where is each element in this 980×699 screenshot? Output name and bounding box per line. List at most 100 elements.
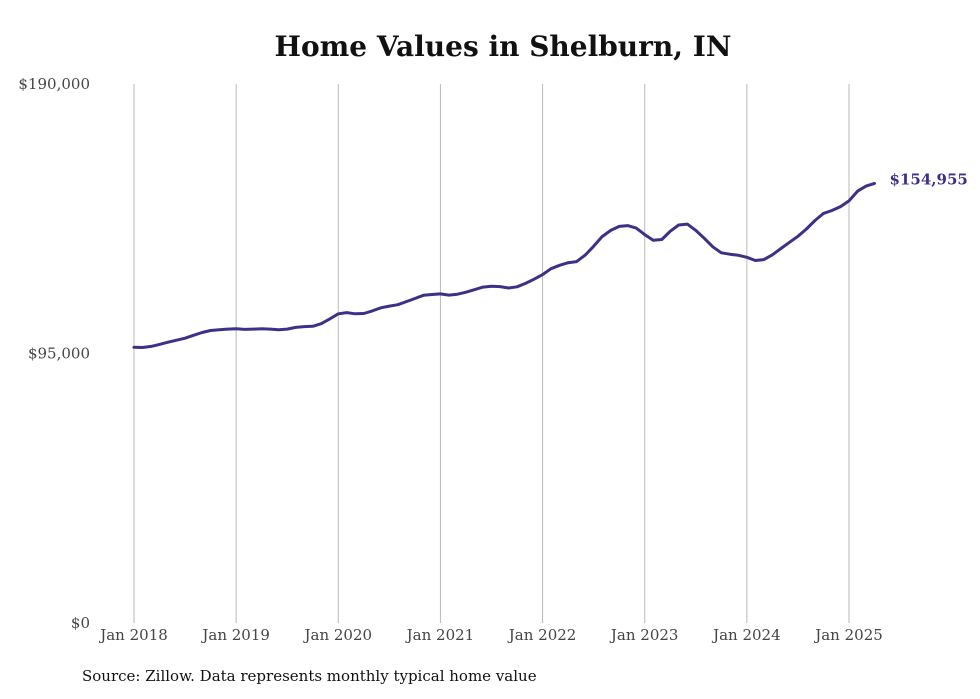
data-point [456, 293, 459, 296]
series-line-0 [132, 181, 876, 349]
data-point [788, 241, 791, 244]
data-point [167, 341, 170, 344]
data-point [490, 285, 493, 288]
data-point [822, 212, 825, 215]
x-tick-label: Jan 2025 [813, 626, 883, 644]
data-point [592, 245, 595, 248]
x-axis-ticks: Jan 2018 Jan 2019 Jan 2020 Jan 2021 Jan 2022… [98, 626, 883, 644]
data-point [848, 199, 851, 202]
data-point [584, 254, 587, 257]
data-point [643, 233, 646, 236]
vertical-gridlines [133, 84, 850, 623]
data-point [856, 190, 859, 193]
end-value-label: $154,955 [890, 170, 968, 188]
data-point [626, 224, 629, 227]
data-point [473, 288, 476, 291]
x-tick-label: Jan 2018 [98, 626, 168, 644]
data-point [711, 245, 714, 248]
data-point [805, 228, 808, 231]
data-point [311, 325, 314, 328]
data-point [830, 209, 833, 212]
data-point [482, 286, 485, 289]
data-point [405, 300, 408, 303]
x-tick-label: Jan 2021 [405, 626, 475, 644]
data-point [558, 264, 561, 267]
data-point [541, 273, 544, 276]
y-tick-label: $0 [71, 614, 90, 632]
chart-title: Home Values in Shelburn, IN [274, 30, 732, 63]
data-point [439, 292, 442, 295]
data-point [796, 235, 799, 238]
data-point [754, 259, 757, 262]
data-point [379, 306, 382, 309]
y-tick-label: $190,000 [18, 75, 90, 93]
data-point [354, 312, 357, 315]
data-point [609, 229, 612, 232]
data-point [252, 328, 255, 331]
data-point [422, 294, 425, 297]
data-point [652, 239, 655, 242]
series-layer [132, 181, 876, 349]
data-point [201, 331, 204, 334]
data-point [550, 267, 553, 270]
x-tick-label: Jan 2024 [711, 626, 781, 644]
y-axis-ticks: $0 $95,000 $190,000 [18, 75, 90, 632]
data-point [499, 285, 502, 288]
end-value-layer: $154,955 [890, 170, 968, 188]
data-point [345, 311, 348, 314]
data-point [516, 285, 519, 288]
data-point [320, 322, 323, 325]
data-point [567, 261, 570, 264]
data-point [635, 227, 638, 230]
data-point [413, 297, 416, 300]
data-point [141, 346, 144, 349]
data-point [728, 253, 731, 256]
data-point [277, 328, 280, 331]
y-tick-label: $95,000 [28, 345, 90, 363]
data-point [303, 325, 306, 328]
data-point [618, 225, 621, 228]
data-point [533, 278, 536, 281]
data-point [839, 205, 842, 208]
x-tick-label: Jan 2020 [303, 626, 373, 644]
data-point [260, 327, 263, 330]
data-point [873, 182, 876, 185]
x-tick-label: Jan 2023 [609, 626, 679, 644]
data-point [447, 294, 450, 297]
data-point [737, 254, 740, 257]
x-tick-label: Jan 2019 [200, 626, 270, 644]
data-point [745, 256, 748, 259]
data-point [150, 345, 153, 348]
data-point [575, 260, 578, 263]
data-point [371, 309, 374, 312]
data-point [703, 237, 706, 240]
data-point [294, 326, 297, 329]
data-point [465, 291, 468, 294]
data-point [337, 312, 340, 315]
data-point [243, 328, 246, 331]
data-point [133, 346, 136, 349]
x-tick-label: Jan 2022 [507, 626, 577, 644]
data-point [507, 287, 510, 290]
data-point [865, 185, 868, 188]
data-point [669, 230, 672, 233]
data-point [175, 339, 178, 342]
data-point [686, 223, 689, 226]
data-point [192, 334, 195, 337]
data-point [396, 303, 399, 306]
data-point [226, 328, 229, 331]
data-point [779, 247, 782, 250]
data-point [601, 235, 604, 238]
data-point [286, 328, 289, 331]
data-point [677, 224, 680, 227]
data-point [524, 282, 527, 285]
data-point [362, 312, 365, 315]
data-point [814, 219, 817, 222]
data-point [762, 258, 765, 261]
data-point [771, 253, 774, 256]
data-point [235, 327, 238, 330]
data-point [218, 328, 221, 331]
data-point [660, 238, 663, 241]
data-point [328, 317, 331, 320]
